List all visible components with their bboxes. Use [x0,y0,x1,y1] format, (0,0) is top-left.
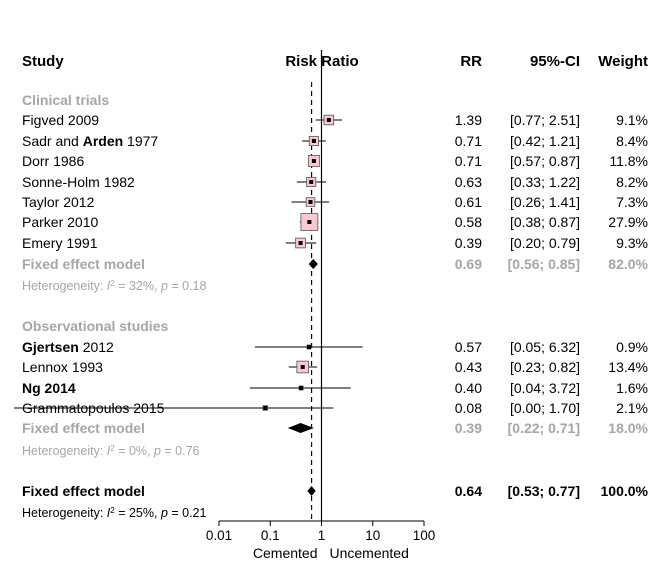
x-tick-label: 10 [365,528,380,543]
ci-value: [0.20; 0.79] [510,235,580,251]
study-name: Parker 2010 [22,214,98,230]
pooled-weight: 82.0% [608,256,648,272]
overall-weight: 100.0% [601,483,649,499]
weight-value: 1.6% [616,380,648,396]
point-estimate [307,220,312,224]
x-tick-label: 0.1 [261,528,280,543]
group-header: Clinical trials [22,92,109,108]
overall-rr: 0.64 [455,483,482,499]
point-estimate [298,241,303,245]
weight-value: 8.2% [616,174,648,190]
study-name: Sadr and Arden 1977 [22,133,158,149]
header-rr: RR [460,53,482,70]
group-header: Observational studies [22,318,168,334]
header-ci: 95%-CI [530,53,580,70]
study-name: Ng 2014 [22,380,76,396]
overall-heterogeneity-text: Heterogeneity: I2 = 25%, p = 0.21 [22,506,207,521]
rr-value: 1.39 [455,112,482,128]
pooled-ci: [0.56; 0.85] [508,256,580,272]
weight-value: 9.3% [616,235,648,251]
point-estimate [309,180,314,184]
point-estimate [308,200,313,204]
ci-value: [0.26; 1.41] [510,194,580,210]
ci-value: [0.05; 6.32] [510,339,580,355]
pooled-label: Fixed effect model [22,256,145,272]
study-name: Figved 2009 [22,112,99,128]
overall-diamond [307,486,316,496]
header-study: Study [22,53,64,70]
ci-value: [0.33; 1.22] [510,174,580,190]
rr-value: 0.61 [455,194,482,210]
rr-value: 0.71 [455,153,482,169]
pooled-rr: 0.69 [455,256,482,272]
forest-body: Clinical trials Figved 2009 1.39 [0.77; 2.5… [14,50,649,521]
point-estimate [263,406,268,410]
rr-value: 0.39 [455,235,482,251]
study-name: Taylor 2012 [22,194,95,210]
ci-value: [0.77; 2.51] [510,112,580,128]
pooled-label: Fixed effect model [22,420,145,436]
pooled-weight: 18.0% [608,420,648,436]
weight-value: 7.3% [616,194,648,210]
weight-value: 13.4% [608,359,648,375]
ci-value: [0.04; 3.72] [510,380,580,396]
study-name: Lennox 1993 [22,359,103,375]
ci-value: [0.42; 1.21] [510,133,580,149]
pooled-diamond [287,423,314,433]
x-tick-label: 100 [413,528,436,543]
column-headers: Study Risk Ratio RR 95%-CI Weight [22,53,648,70]
weight-value: 8.4% [616,133,648,149]
pooled-diamond [308,259,318,269]
rr-value: 0.58 [455,214,482,230]
header-weight: Weight [598,53,648,70]
x-label-right: Uncemented [330,545,409,561]
x-axis: 0.01 0.1 1 10 100 Cemented Uncemented [206,520,436,561]
rr-value: 0.43 [455,359,482,375]
study-name: Dorr 1986 [22,153,84,169]
point-estimate [300,365,305,369]
weight-value: 9.1% [616,112,648,128]
x-label-left: Cemented [253,545,318,561]
ci-value: [0.23; 0.82] [510,359,580,375]
heterogeneity-text: Heterogeneity: I2 = 0%, p = 0.76 [22,444,200,459]
rr-value: 0.57 [455,339,482,355]
weight-value: 27.9% [608,214,648,230]
ci-value: [0.00; 1.70] [510,400,580,416]
point-estimate [326,118,331,122]
point-estimate [299,386,304,390]
ci-value: [0.57; 0.87] [510,153,580,169]
x-tick-label: 1 [318,528,326,543]
rr-value: 0.63 [455,174,482,190]
weight-value: 2.1% [616,400,648,416]
overall-label: Fixed effect model [22,483,145,499]
weight-value: 11.8% [609,153,648,169]
rr-value: 0.71 [455,133,482,149]
point-estimate [306,345,311,349]
study-name: Emery 1991 [22,235,98,251]
pooled-ci: [0.22; 0.71] [508,420,580,436]
study-name: Sonne-Holm 1982 [22,174,135,190]
x-tick-label: 0.01 [206,528,232,543]
rr-value: 0.40 [455,380,482,396]
overall-ci: [0.53; 0.77] [508,483,580,499]
ci-value: [0.38; 0.87] [510,214,580,230]
study-name: Gjertsen 2012 [22,339,114,355]
heterogeneity-text: Heterogeneity: I2 = 32%, p = 0.18 [22,279,207,294]
point-estimate [311,139,316,143]
point-estimate [311,159,316,163]
rr-value: 0.08 [455,400,482,416]
weight-value: 0.9% [616,339,648,355]
pooled-rr: 0.39 [455,420,482,436]
